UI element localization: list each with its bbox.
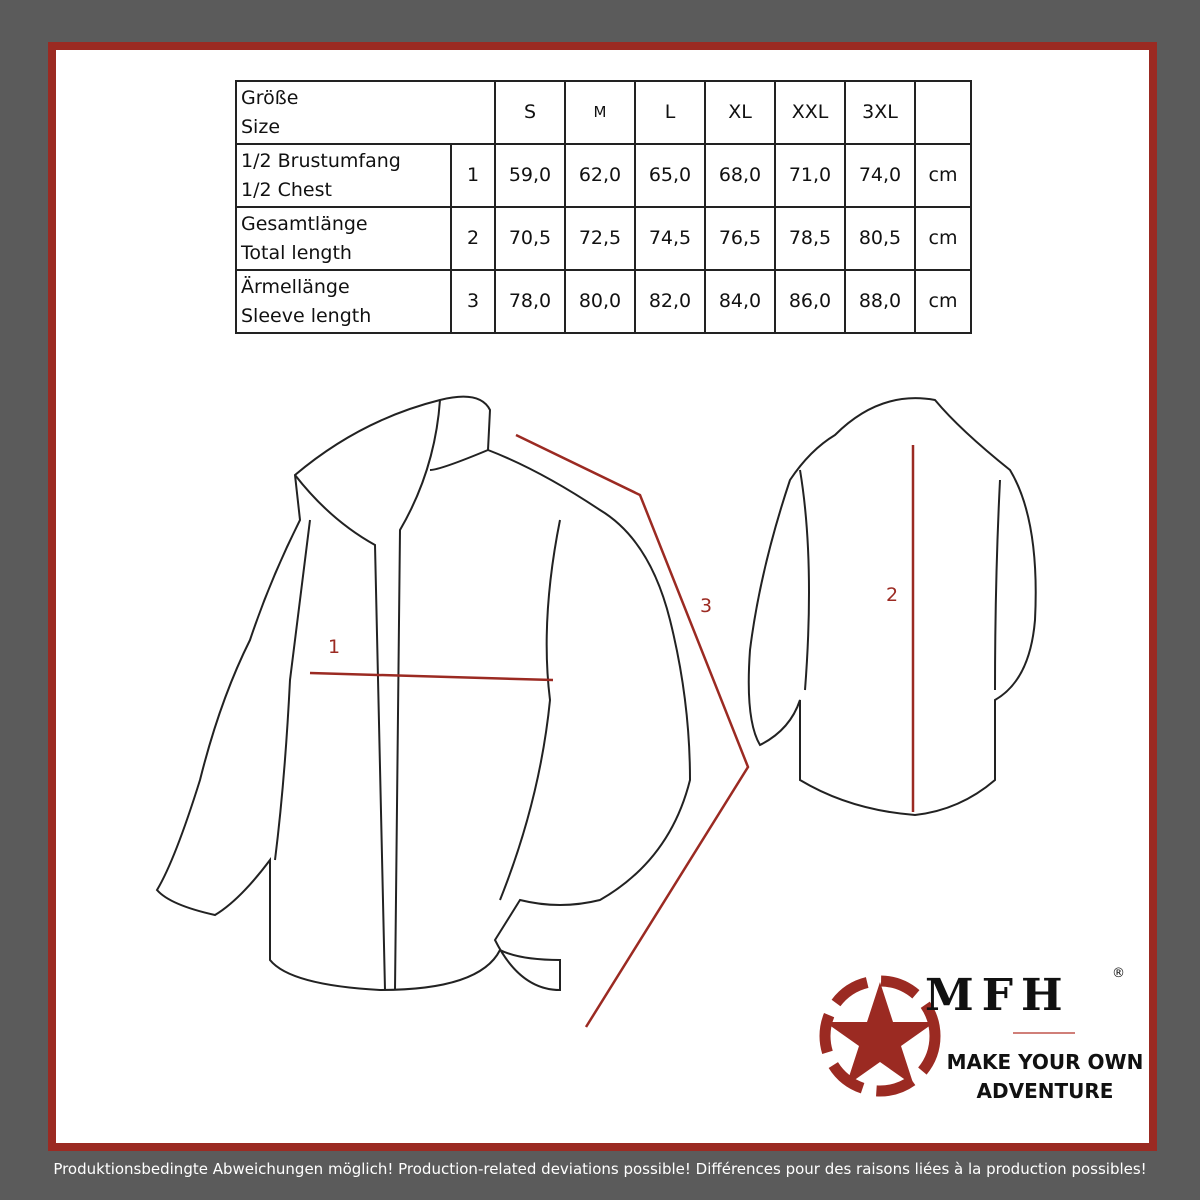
brand-name: MFH: [925, 970, 1071, 1021]
value-cell: 70,5: [494, 206, 566, 271]
table-row: 1/2 Brustumfang 1/2 Chest 1 59,0 62,0 65,0 68,…: [235, 143, 972, 208]
size-table: Größe Size S M L XL XXL 3XL 1/2 Brustumfa…: [235, 80, 972, 334]
value-cell: 84,0: [704, 269, 776, 334]
row-label-en: Sleeve length: [241, 304, 372, 327]
value-cell: 80,0: [564, 269, 636, 334]
row-number: 2: [450, 206, 496, 271]
unit-cell: cm: [914, 269, 972, 334]
mfh-star-logo: [819, 975, 941, 1097]
value-cell: 62,0: [564, 143, 636, 208]
star-icon: [825, 982, 935, 1086]
tagline-line-1: MAKE YOUR OWN: [946, 1050, 1144, 1074]
value-cell: 72,5: [564, 206, 636, 271]
unit-cell: cm: [914, 143, 972, 208]
size-label-de: Größe: [241, 86, 299, 109]
back-jacket-drawing: [747, 397, 1037, 817]
unit-cell: cm: [914, 206, 972, 271]
size-header: Größe Size: [235, 80, 496, 145]
size-col: XXL: [774, 80, 846, 145]
value-cell: 74,5: [634, 206, 706, 271]
row-label-de: Gesamtlänge: [241, 212, 368, 235]
table-row: Gesamtlänge Total length 2 70,5 72,5 74,5 76,5…: [235, 206, 972, 271]
size-col: M: [564, 80, 636, 145]
table-header-row: Größe Size S M L XL XXL 3XL: [235, 80, 972, 145]
registered-mark: ®: [1112, 966, 1125, 981]
size-col: L: [634, 80, 706, 145]
length-label: 2: [886, 584, 899, 606]
value-cell: 80,5: [844, 206, 916, 271]
logo-ring: [819, 975, 941, 1097]
value-cell: 86,0: [774, 269, 846, 334]
value-cell: 78,0: [494, 269, 566, 334]
row-label: Ärmellänge Sleeve length: [235, 269, 452, 334]
sleeve-label: 3: [700, 595, 713, 617]
table-row: Ärmellänge Sleeve length 3 78,0 80,0 82,0 84,0…: [235, 269, 972, 334]
row-label-de: Ärmellänge: [241, 275, 350, 298]
value-cell: 78,5: [774, 206, 846, 271]
chest-label: 1: [328, 636, 341, 658]
size-label-en: Size: [241, 115, 281, 138]
row-number: 1: [450, 143, 496, 208]
red-frame: Größe Size S M L XL XXL 3XL 1/2 Brustumfa…: [48, 42, 1157, 1151]
row-label-de: 1/2 Brustumfang: [241, 149, 401, 172]
row-number: 3: [450, 269, 496, 334]
size-col: 3XL: [844, 80, 916, 145]
size-col: S: [494, 80, 566, 145]
row-label: 1/2 Brustumfang 1/2 Chest: [235, 143, 452, 208]
value-cell: 65,0: [634, 143, 706, 208]
footer-disclaimer: Produktionsbedingte Abweichungen möglich…: [53, 1160, 1147, 1178]
chest-measure-line: [309, 671, 554, 682]
value-cell: 88,0: [844, 269, 916, 334]
value-cell: 59,0: [494, 143, 566, 208]
empty-cell: [914, 80, 972, 145]
measurement-lines: [309, 433, 915, 1028]
value-cell: 68,0: [704, 143, 776, 208]
value-cell: 76,5: [704, 206, 776, 271]
row-label-en: 1/2 Chest: [241, 178, 332, 201]
tagline: MAKE YOUR OWN ADVENTURE: [940, 1048, 1150, 1106]
row-label-en: Total length: [241, 241, 352, 264]
value-cell: 71,0: [774, 143, 846, 208]
value-cell: 74,0: [844, 143, 916, 208]
sleeve-measure-line: [515, 433, 750, 1028]
row-label: Gesamtlänge Total length: [235, 206, 452, 271]
front-jacket-drawing: [155, 395, 692, 992]
value-cell: 82,0: [634, 269, 706, 334]
size-col: XL: [704, 80, 776, 145]
tagline-line-2: ADVENTURE: [976, 1079, 1114, 1103]
content-area: Größe Size S M L XL XXL 3XL 1/2 Brustumfa…: [56, 50, 1149, 1143]
